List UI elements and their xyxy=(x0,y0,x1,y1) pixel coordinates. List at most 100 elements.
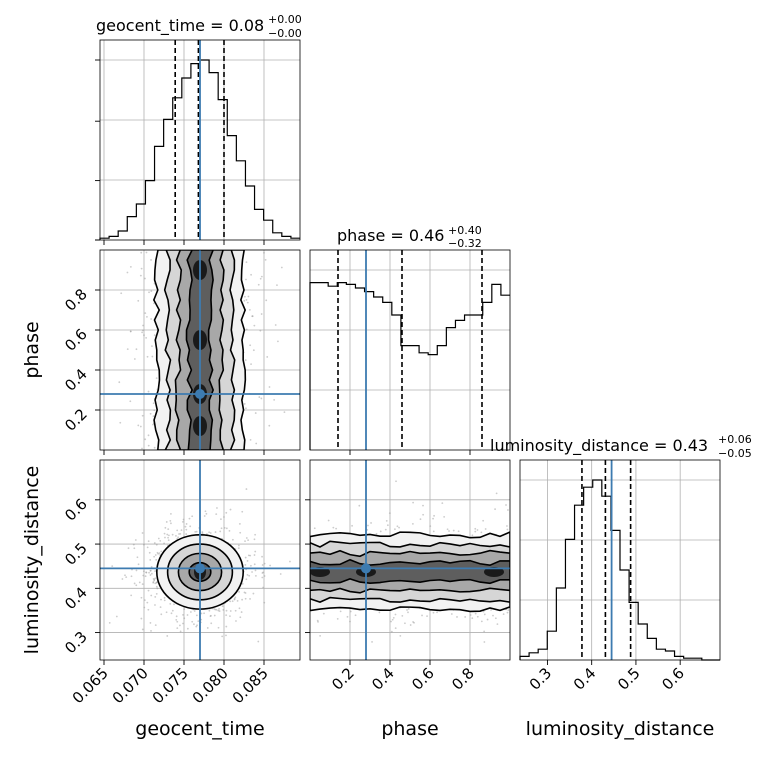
scatter-point xyxy=(388,512,391,515)
scatter-point xyxy=(141,447,143,450)
scatter-point xyxy=(386,524,389,527)
scatter-point xyxy=(385,519,388,522)
scatter-point xyxy=(201,531,204,533)
scatter-point xyxy=(243,403,246,405)
scatter-point xyxy=(214,608,217,611)
scatter-point xyxy=(476,615,479,618)
x-tick-label: 0.065 xyxy=(69,664,112,707)
scatter-point xyxy=(246,560,249,562)
scatter-point xyxy=(152,402,155,405)
scatter-point xyxy=(263,575,266,577)
scatter-point xyxy=(222,608,225,611)
scatter-point xyxy=(139,274,142,277)
scatter-point xyxy=(214,531,217,533)
y-tick-label: 0.6 xyxy=(61,325,91,355)
scatter-point xyxy=(419,518,422,521)
xlabel-phase: phase xyxy=(381,718,438,740)
scatter-point xyxy=(399,635,402,637)
scatter-point xyxy=(147,540,150,543)
scatter-point xyxy=(126,271,129,274)
y-tick-label: 0.3 xyxy=(61,628,91,658)
contour-level xyxy=(310,558,510,585)
scatter-point xyxy=(141,329,144,332)
scatter-point xyxy=(221,635,224,638)
x-tick-label: 0.4 xyxy=(368,664,398,694)
scatter-point xyxy=(221,605,224,608)
scatter-point xyxy=(346,615,349,618)
scatter-point xyxy=(245,299,248,301)
title-luminosity-distance: luminosity_distance = 0.43 xyxy=(490,436,708,456)
scatter-point xyxy=(339,610,342,613)
histogram-step xyxy=(519,479,720,661)
scatter-point xyxy=(220,518,222,521)
scatter-point xyxy=(422,504,424,507)
scatter-point xyxy=(407,611,409,614)
scatter-point xyxy=(266,356,269,358)
scatter-point xyxy=(181,520,184,523)
scatter-point xyxy=(349,620,351,623)
scatter-point xyxy=(495,492,498,495)
scatter-point xyxy=(426,615,428,618)
scatter-point xyxy=(150,630,152,632)
scatter-point xyxy=(253,324,256,327)
scatter-point xyxy=(139,425,142,428)
scatter-point xyxy=(384,528,387,531)
scatter-point xyxy=(170,612,173,615)
scatter-point xyxy=(171,533,174,536)
scatter-point xyxy=(137,299,140,302)
scatter-point xyxy=(506,611,509,614)
scatter-point xyxy=(140,267,143,270)
scatter-point xyxy=(474,530,477,533)
scatter-point xyxy=(452,529,455,532)
scatter-point xyxy=(189,611,192,613)
scatter-point xyxy=(148,571,150,574)
xlabel-luminosity-distance: luminosity_distance xyxy=(526,718,715,740)
scatter-point xyxy=(147,390,150,393)
scatter-point xyxy=(228,529,231,532)
scatter-point xyxy=(208,609,211,612)
scatter-point xyxy=(163,542,165,545)
scatter-point xyxy=(243,591,246,594)
scatter-point xyxy=(155,543,158,546)
scatter-point xyxy=(260,275,263,278)
title-luminosity-distance-sup: +0.06 xyxy=(718,433,752,446)
scatter-point xyxy=(124,574,126,577)
scatter-point xyxy=(233,598,236,601)
title-phase-sup: +0.40 xyxy=(448,224,482,237)
scatter-point xyxy=(245,328,248,331)
scatter-point xyxy=(135,584,138,587)
scatter-point xyxy=(179,624,181,627)
scatter-point xyxy=(186,614,189,616)
scatter-point xyxy=(262,586,265,589)
scatter-point xyxy=(149,569,152,572)
scatter-point xyxy=(289,560,291,563)
scatter-point xyxy=(209,615,212,618)
scatter-point xyxy=(494,508,496,511)
scatter-point xyxy=(149,559,152,561)
scatter-point xyxy=(392,616,395,619)
truth-marker xyxy=(195,563,205,574)
scatter-point xyxy=(179,630,182,633)
scatter-point xyxy=(480,620,483,623)
scatter-point xyxy=(505,504,507,506)
scatter-point xyxy=(163,599,166,602)
scatter-point xyxy=(133,582,136,585)
scatter-point xyxy=(185,528,188,531)
scatter-point xyxy=(166,533,169,536)
scatter-point xyxy=(253,554,256,556)
scatter-point xyxy=(166,635,169,637)
histogram-step xyxy=(309,282,510,450)
scatter-point xyxy=(195,530,198,533)
scatter-point xyxy=(223,526,226,529)
scatter-point xyxy=(283,411,286,414)
scatter-point xyxy=(141,583,144,585)
scatter-point xyxy=(200,612,203,615)
scatter-point xyxy=(115,615,118,618)
scatter-point xyxy=(149,412,152,415)
scatter-point xyxy=(150,290,153,293)
scatter-point xyxy=(149,622,152,624)
scatter-point xyxy=(137,563,140,566)
scatter-point xyxy=(193,623,195,626)
scatter-point xyxy=(121,578,124,580)
